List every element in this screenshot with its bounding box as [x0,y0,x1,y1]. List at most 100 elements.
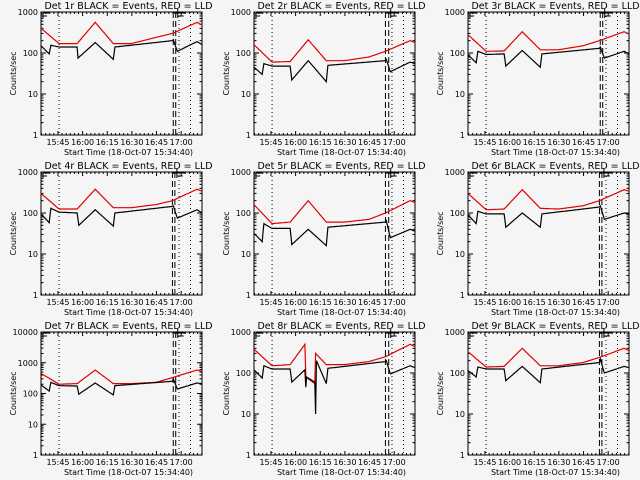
plot-frame [253,11,416,136]
series-lld [253,38,416,63]
x-tick-label: 16:30 [120,298,143,307]
x-tick-label: 17:00 [170,138,193,147]
x-tick-label: 16:15 [309,298,332,307]
y-tick-label: 1000 [445,328,465,337]
x-tick-label: 16:15 [96,138,119,147]
x-tick-label: 16:45 [358,138,381,147]
e-marker [42,172,49,178]
detector-panel-6: Det 6r BLACK = Events, RED = LLD Counts/s… [436,161,640,317]
y-tick-label: 100 [236,209,251,218]
x-tick-label: 16:00 [498,298,521,307]
series-lld [253,199,416,225]
y-tick-label: 1000 [231,8,251,17]
y-tick-label: 1 [460,131,465,140]
plot-frame [467,171,630,296]
x-tick-label: 16:30 [333,298,356,307]
x-tick-label: 15:45 [46,138,69,147]
x-tick-label: 16:00 [284,138,307,147]
x-tick-label: 16:45 [572,138,595,147]
series-lld [40,369,203,385]
y-axis-label: Counts/sec [222,371,231,415]
plot-frame [40,331,203,456]
x-tick-label: 16:30 [333,138,356,147]
x-tick-label: 16:00 [498,138,521,147]
x-axis-label: Start Time (18-Oct-07 15:34:40) [491,468,620,477]
x-tick-label: 16:45 [358,298,381,307]
series-events [40,38,203,61]
y-axis-label: Counts/sec [436,371,445,415]
y-tick-label: 1000 [445,168,465,177]
y-axis-label: Counts/sec [436,211,445,255]
series-lld [253,342,416,385]
e-marker [469,332,476,338]
x-axis-label: Start Time (18-Oct-07 15:34:40) [64,308,193,317]
y-tick-label: 100 [450,369,465,378]
x-tick-label: 16:00 [71,298,94,307]
x-tick-label: 17:00 [597,298,620,307]
series-events [253,359,416,415]
y-tick-label: 100 [23,209,38,218]
x-tick-label: 16:30 [120,458,143,467]
x-tick-label: 16:45 [572,298,595,307]
x-tick-label: 17:00 [170,458,193,467]
x-tick-label: 16:00 [284,298,307,307]
panel-title: Det 2r BLACK = Events, RED = LLD [257,1,425,12]
series-lld [467,30,630,52]
x-tick-label: 17:00 [383,298,406,307]
x-tick-label: 16:30 [120,138,143,147]
detector-panel-1: Det 1r BLACK = Events, RED = LLD Counts/s… [9,1,213,157]
y-tick-label: 10 [28,250,38,259]
x-axis-label: Start Time (18-Oct-07 15:34:40) [491,308,620,317]
x-tick-label: 15:45 [473,458,496,467]
e-marker [255,12,262,18]
detector-panel-4: Det 4r BLACK = Events, RED = LLD Counts/s… [9,161,213,317]
series-lld [40,188,203,210]
y-tick-label: 100 [236,369,251,378]
y-tick-label: 1 [246,131,251,140]
x-tick-label: 15:45 [259,458,282,467]
e-marker [42,12,49,18]
plot-frame [253,331,416,456]
y-tick-label: 1000 [18,8,38,17]
x-tick-label: 17:00 [383,458,406,467]
x-tick-label: 16:30 [333,458,356,467]
panel-title: Det 1r BLACK = Events, RED = LLD [44,1,212,12]
y-tick-label: 1 [33,291,38,300]
y-tick-label: 10000 [13,328,38,337]
x-tick-label: 16:00 [284,458,307,467]
x-tick-label: 16:15 [309,138,332,147]
x-axis-label: Start Time (18-Oct-07 15:34:40) [277,468,406,477]
y-tick-label: 100 [450,49,465,58]
plot-frame [467,331,630,456]
detector-panel-9: Det 9r BLACK = Events, RED = LLD Counts/s… [436,321,640,477]
series-events [40,204,203,228]
y-tick-label: 1 [246,451,251,460]
y-axis-label: Counts/sec [9,371,18,415]
panel-title: Det 4r BLACK = Events, RED = LLD [44,161,212,172]
e-marker [469,172,476,178]
x-tick-label: 16:30 [547,298,570,307]
x-tick-label: 16:45 [358,458,381,467]
x-axis-label: Start Time (18-Oct-07 15:34:40) [277,308,406,317]
panel-title: Det 9r BLACK = Events, RED = LLD [471,321,639,332]
y-tick-label: 1 [460,291,465,300]
x-axis-label: Start Time (18-Oct-07 15:34:40) [64,468,193,477]
y-tick-label: 10 [28,420,38,429]
x-tick-label: 15:45 [473,138,496,147]
x-tick-label: 16:15 [96,458,119,467]
x-tick-label: 16:30 [547,458,570,467]
series-lld [40,21,203,45]
y-tick-label: 1 [460,451,465,460]
y-tick-label: 1000 [445,8,465,17]
x-tick-label: 17:00 [383,138,406,147]
series-events [467,45,630,69]
y-axis-label: Counts/sec [222,211,231,255]
x-tick-label: 15:45 [259,298,282,307]
y-tick-label: 10 [455,250,465,259]
detector-panel-8: Det 8r BLACK = Events, RED = LLD Counts/s… [222,321,426,477]
x-tick-label: 16:00 [71,458,94,467]
detector-panel-5: Det 5r BLACK = Events, RED = LLD Counts/s… [222,161,426,317]
x-tick-label: 16:45 [145,458,168,467]
x-tick-label: 16:15 [96,298,119,307]
